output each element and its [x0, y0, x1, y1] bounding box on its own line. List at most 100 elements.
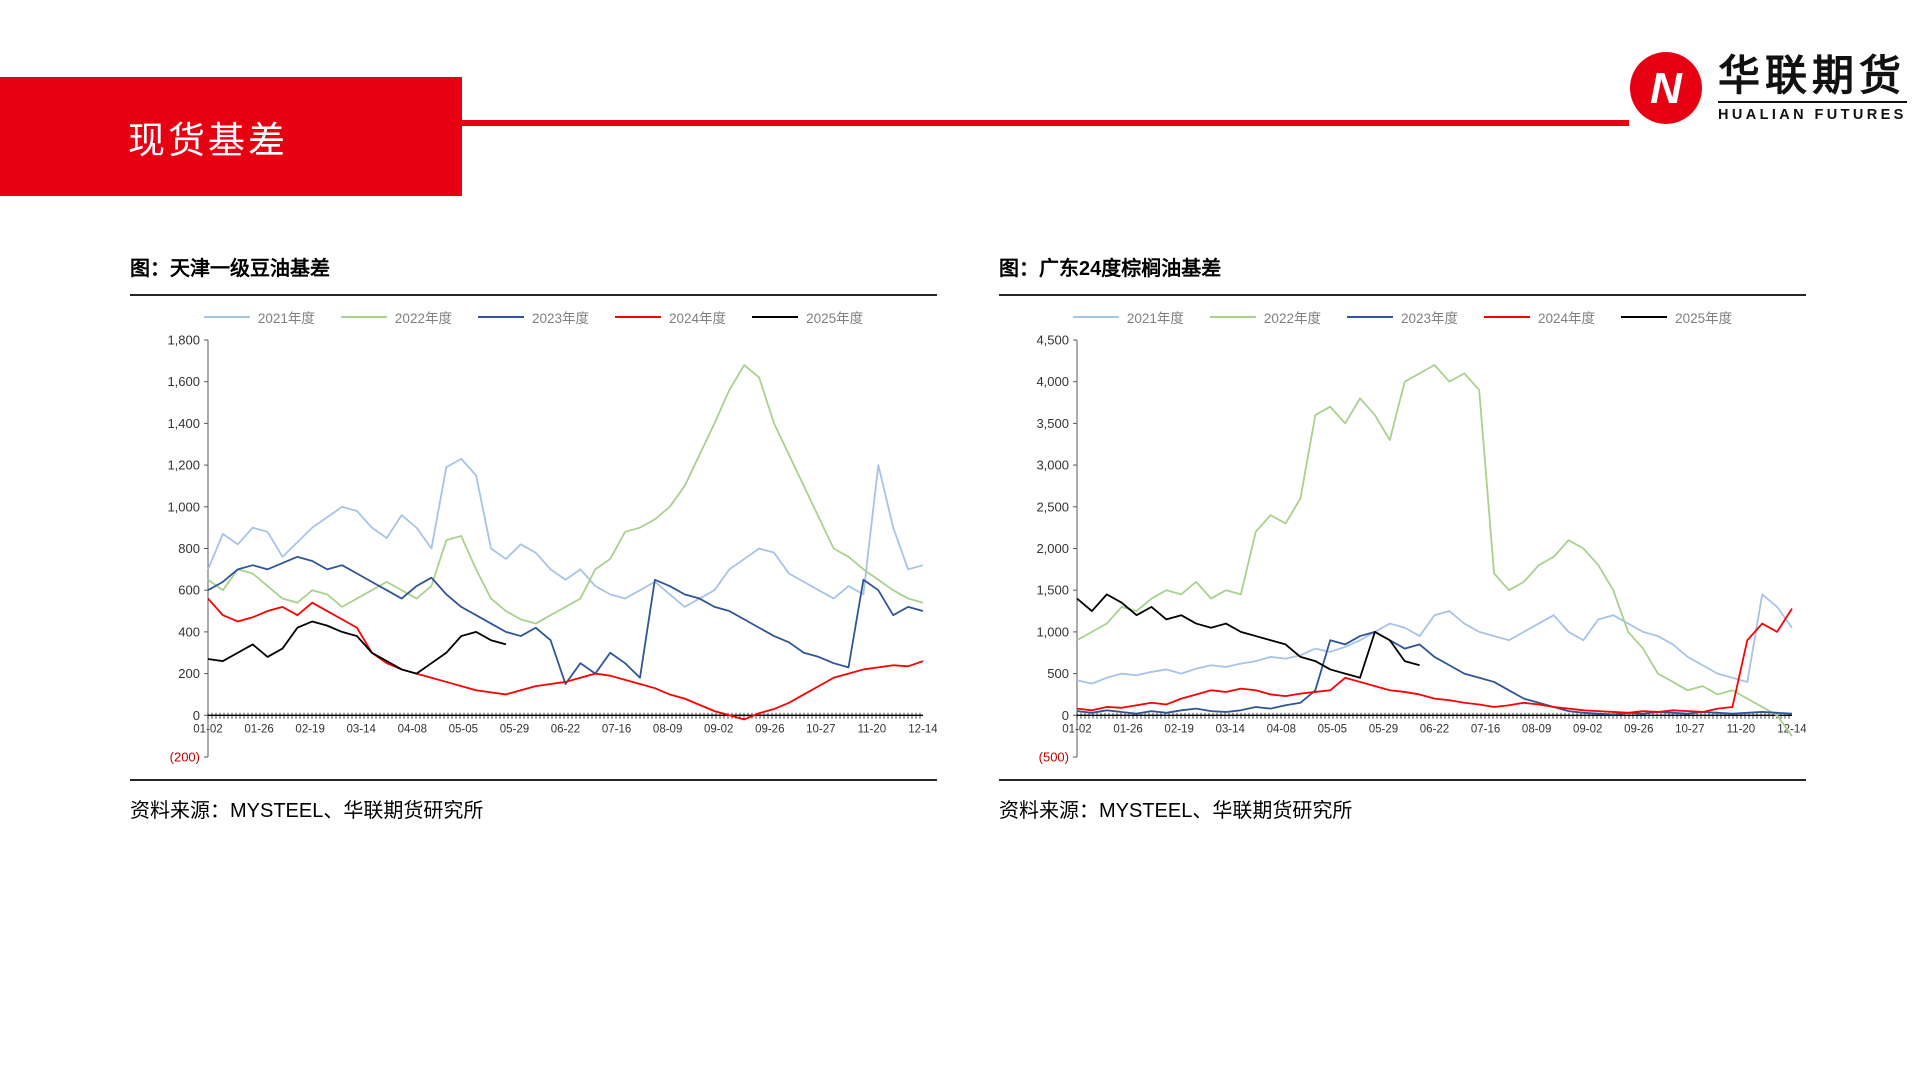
svg-text:01-02: 01-02	[1062, 723, 1091, 735]
svg-text:05-29: 05-29	[1369, 723, 1398, 735]
basis-line-chart: 4,500 4,000 3,500 3,000 2,500 2,000 1,500 1,000…	[1036, 333, 1806, 765]
chart-title: 图：天津一级豆油基差	[130, 252, 937, 296]
legend-item: 2024年度	[1484, 307, 1595, 327]
svg-text:(200): (200)	[170, 750, 200, 765]
legend-label: 2024年度	[669, 311, 727, 326]
legend-label: 2022年度	[394, 311, 452, 326]
svg-text:10-27: 10-27	[1675, 723, 1704, 735]
svg-text:03-14: 03-14	[347, 723, 377, 735]
header-divider	[462, 120, 1629, 126]
svg-text:500: 500	[1047, 666, 1069, 681]
section-title-banner: 现货基差	[0, 77, 462, 196]
legend-label: 2024年度	[1538, 311, 1596, 326]
svg-text:08-09: 08-09	[653, 723, 682, 735]
svg-text:09-26: 09-26	[755, 723, 784, 735]
basis-line-chart: 1,800 1,600 1,400 1,200 1,000 800 600 400 200 0 (2…	[167, 333, 937, 765]
brand-logo: N 华联期货 HUALIAN FUTURES	[1628, 50, 1907, 126]
svg-text:4,000: 4,000	[1036, 374, 1069, 389]
legend-label: 2023年度	[1400, 311, 1459, 326]
svg-text:1,000: 1,000	[1036, 624, 1069, 639]
legend-swatch	[615, 315, 662, 319]
svg-text:1,200: 1,200	[167, 458, 200, 473]
chart-bottom-divider	[999, 779, 1806, 781]
chart-card-palm-oil-basis: 图：广东24度棕榈油基差 2021年度 2022年度 2023年度 2024年度 202…	[999, 252, 1806, 823]
brand-name-cn: 华联期货	[1718, 51, 1907, 99]
svg-text:2,000: 2,000	[1036, 541, 1069, 556]
svg-text:01-02: 01-02	[193, 723, 222, 735]
svg-text:09-02: 09-02	[704, 723, 733, 735]
svg-text:0: 0	[193, 708, 200, 723]
svg-text:07-16: 07-16	[602, 723, 631, 735]
legend-item: 2023年度	[1346, 307, 1459, 327]
svg-text:1,600: 1,600	[167, 374, 200, 389]
legend-label: 2023年度	[531, 311, 590, 326]
legend: 2021年度 2022年度 2023年度 2024年度 2025年度	[999, 306, 1806, 328]
brand-name-en: HUALIAN FUTURES	[1718, 101, 1907, 123]
svg-text:1,800: 1,800	[167, 333, 200, 348]
legend-label: 2025年度	[806, 311, 864, 326]
legend-swatch	[340, 315, 387, 319]
brand-logo-text: 华联期货 HUALIAN FUTURES	[1718, 51, 1907, 123]
svg-text:05-29: 05-29	[500, 723, 529, 735]
legend-label: 2022年度	[1263, 311, 1321, 326]
svg-text:3,000: 3,000	[1036, 458, 1069, 473]
svg-text:200: 200	[178, 666, 200, 681]
svg-text:04-08: 04-08	[398, 723, 427, 735]
legend-swatch	[1209, 315, 1256, 319]
chart-card-soybean-oil-basis: 图：天津一级豆油基差 2021年度 2022年度 2023年度 2024年度 2025年…	[130, 252, 937, 823]
legend-swatch	[477, 315, 524, 319]
svg-text:04-08: 04-08	[1267, 723, 1296, 735]
svg-text:600: 600	[178, 583, 200, 598]
svg-text:10-27: 10-27	[806, 723, 835, 735]
svg-text:N: N	[1650, 64, 1683, 113]
chart-bottom-divider	[130, 779, 937, 781]
legend-swatch	[1484, 315, 1531, 319]
svg-text:06-22: 06-22	[551, 723, 580, 735]
legend-item: 2022年度	[1209, 307, 1321, 327]
legend-swatch	[1346, 315, 1393, 319]
legend-item: 2023年度	[477, 307, 590, 327]
svg-text:12-14: 12-14	[1777, 723, 1806, 735]
svg-text:400: 400	[178, 624, 200, 639]
legend-item: 2025年度	[1621, 307, 1732, 327]
hualian-logo-icon: N	[1630, 52, 1702, 124]
svg-text:1,000: 1,000	[167, 499, 200, 514]
legend-label: 2021年度	[1126, 311, 1184, 326]
legend-item: 2021年度	[203, 307, 315, 327]
chart-title: 图：广东24度棕榈油基差	[999, 252, 1806, 296]
svg-text:0: 0	[1062, 708, 1069, 723]
svg-text:800: 800	[178, 541, 200, 556]
legend-swatch	[203, 315, 250, 319]
svg-text:07-16: 07-16	[1471, 723, 1500, 735]
legend: 2021年度 2022年度 2023年度 2024年度 2025年度	[130, 306, 937, 328]
legend-swatch	[1072, 315, 1119, 319]
svg-text:01-26: 01-26	[244, 723, 273, 735]
legend-swatch	[752, 315, 799, 319]
svg-text:12-14: 12-14	[908, 723, 937, 735]
svg-text:1,500: 1,500	[1036, 583, 1069, 598]
svg-text:09-26: 09-26	[1624, 723, 1653, 735]
svg-text:01-26: 01-26	[1113, 723, 1142, 735]
legend-item: 2021年度	[1072, 307, 1184, 327]
svg-text:11-20: 11-20	[1727, 723, 1756, 735]
svg-text:03-14: 03-14	[1216, 723, 1246, 735]
svg-text:05-05: 05-05	[1318, 723, 1347, 735]
svg-text:3,500: 3,500	[1036, 416, 1069, 431]
svg-text:08-09: 08-09	[1522, 723, 1551, 735]
svg-text:(500): (500)	[1039, 750, 1069, 765]
svg-text:4,500: 4,500	[1036, 333, 1069, 348]
legend-item: 2025年度	[752, 307, 863, 327]
svg-text:06-22: 06-22	[1420, 723, 1449, 735]
svg-text:09-02: 09-02	[1573, 723, 1602, 735]
legend-label: 2025年度	[1675, 311, 1733, 326]
legend-swatch	[1621, 315, 1668, 319]
svg-text:11-20: 11-20	[858, 723, 887, 735]
svg-text:02-19: 02-19	[295, 723, 324, 735]
data-source: 资料来源：MYSTEEL、华联期货研究所	[130, 800, 484, 822]
svg-text:2,500: 2,500	[1036, 499, 1069, 514]
data-source: 资料来源：MYSTEEL、华联期货研究所	[999, 800, 1353, 822]
legend-item: 2022年度	[340, 307, 452, 327]
svg-text:05-05: 05-05	[449, 723, 478, 735]
legend-label: 2021年度	[257, 311, 315, 326]
legend-item: 2024年度	[615, 307, 726, 327]
